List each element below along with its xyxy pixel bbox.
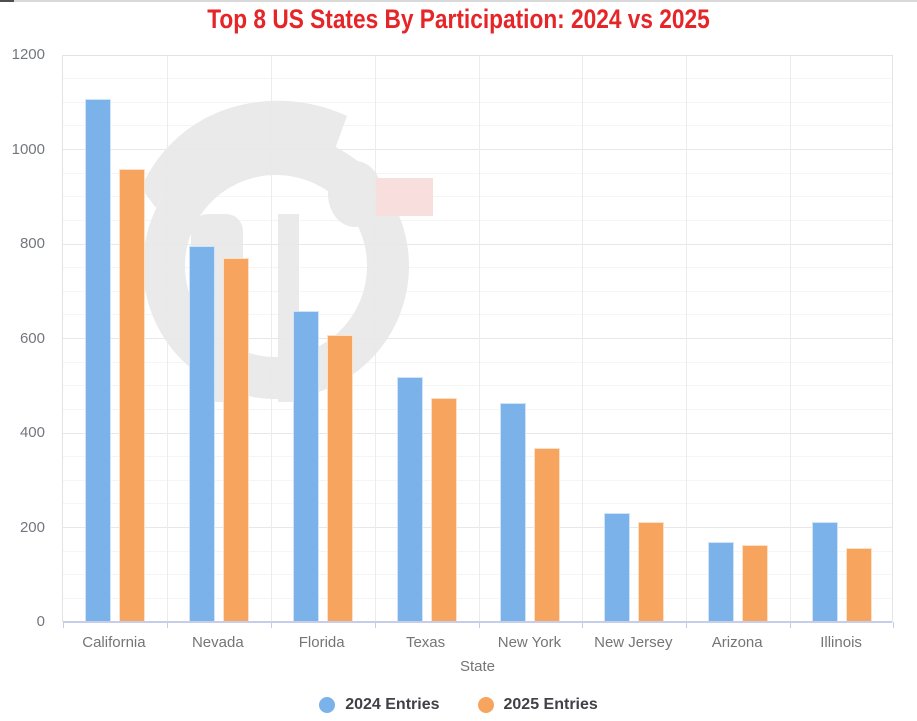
axis-tick-mark [893,622,894,628]
bar-2024-new-york [500,402,527,622]
minor-gridline [63,267,892,269]
legend-color-dot [477,697,494,713]
axis-tick-mark [270,622,272,628]
livegap-charts-logo [141,100,433,402]
y-tick-label: 1000 [11,140,45,158]
chart-legend: 2024 Entries 2025 Entries [0,696,917,714]
bar-2025-arizona [742,545,769,622]
legend-label: 2024 Entries [345,696,440,713]
minor-gridline [63,361,892,363]
bar-2024-florida [292,311,319,622]
minor-gridline [63,408,892,410]
axis-tick-mark [790,622,792,628]
bar-2025-florida [326,335,353,622]
major-gridline [63,243,892,245]
axis-tick-mark [582,622,584,628]
logo-flag [376,178,433,216]
x-tick-label-california: California [82,634,146,651]
minor-gridline [63,574,892,576]
minor-gridline [63,219,892,221]
logo-wing [141,100,347,208]
minor-gridline [63,101,892,103]
x-tick-label-arizona: Arizona [711,634,763,651]
minor-gridline [63,290,892,292]
logo-ring [143,133,409,399]
bar-2025-new-york [534,447,561,622]
axis-tick-mark [374,622,376,628]
window-top-border [0,0,917,2]
legend-label: 2025 Entries [503,696,598,713]
category-gridline [582,56,584,622]
y-tick-label: 600 [19,329,45,347]
bar-2024-illinois [812,521,839,622]
axis-tick-mark [478,622,480,628]
y-tick-label: 0 [36,613,45,630]
minor-gridline [63,314,892,316]
chart-title: Top 8 US States By Participation: 2024 v… [207,4,710,34]
x-axis-line [63,621,892,623]
bar-2025-nevada [222,257,249,622]
y-tick-label: 200 [19,518,45,536]
bar-2025-new-jersey [638,522,665,622]
major-gridline [63,527,892,528]
x-tick-label-texas: Texas [405,634,446,651]
category-gridline [686,56,688,622]
minor-gridline [63,172,892,174]
corner-mark [0,0,14,2]
x-tick-label-new-jersey: New Jersey [594,634,673,651]
axis-tick-mark [686,622,688,628]
bar-2024-texas [396,376,423,622]
bar-2025-california [118,169,145,622]
plot-area [62,55,894,628]
bar-2025-illinois [846,547,873,622]
category-gridline [790,56,792,622]
x-axis-title: State [459,658,496,675]
category-gridline [270,56,272,622]
legend-item-2024[interactable]: 2024 Entries [319,696,440,714]
legend-color-dot [319,697,336,713]
bar-2024-new-jersey [604,513,631,622]
minor-gridline [63,125,892,127]
axis-tick-mark [166,622,168,628]
minor-gridline [63,597,892,599]
minor-gridline [63,503,892,505]
bar-2025-texas [430,398,457,622]
x-tick-label-florida: Florida [298,634,345,651]
y-tick-label: 400 [19,424,45,441]
x-tick-label-illinois: Illinois [820,634,862,651]
major-gridline [63,338,892,339]
axis-tick-mark [63,622,64,628]
bar-2024-arizona [708,542,735,622]
x-tick-label-new-york: New York [497,634,562,651]
category-gridline [478,56,480,622]
major-gridline [63,432,892,434]
legend-item-2025[interactable]: 2025 Entries [477,696,598,714]
minor-gridline [63,78,892,80]
minor-gridline [63,385,892,387]
minor-gridline [63,550,892,552]
y-tick-label: 800 [19,235,45,252]
x-tick-label-nevada: Nevada [191,634,244,651]
minor-gridline [63,456,892,458]
logo-head [328,161,382,227]
bar-2024-nevada [188,246,215,622]
y-tick-label: 1200 [11,46,45,63]
major-gridline [63,149,892,150]
minor-gridline [63,479,892,481]
minor-gridline [63,196,892,198]
bar-2024-california [84,98,111,622]
